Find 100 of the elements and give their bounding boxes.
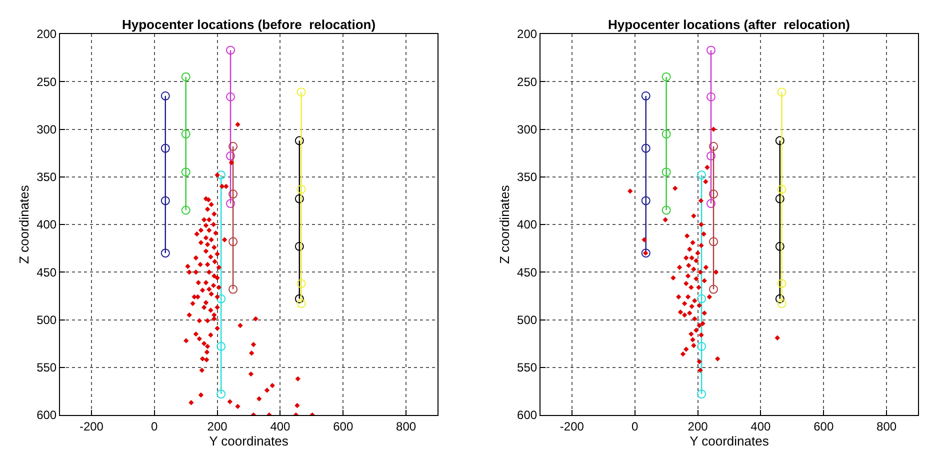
point <box>697 170 706 180</box>
x-tick-label: 0 <box>632 419 639 434</box>
point <box>713 270 719 275</box>
point <box>684 280 689 286</box>
point <box>628 188 633 194</box>
y-tick-label: 600 <box>36 408 57 422</box>
point <box>774 335 780 340</box>
point <box>296 299 306 308</box>
point <box>697 294 706 304</box>
point <box>181 168 190 177</box>
y-tick-label: 400 <box>517 218 538 232</box>
point <box>642 237 647 242</box>
point <box>684 233 690 239</box>
point <box>226 92 236 102</box>
x-tick-label: 800 <box>876 419 897 434</box>
point <box>216 170 226 180</box>
point <box>696 359 702 364</box>
point <box>672 186 678 191</box>
point <box>709 237 718 246</box>
point <box>694 258 699 264</box>
point <box>678 310 684 315</box>
x-tick-label: 400 <box>750 419 772 434</box>
point <box>689 255 694 260</box>
point <box>696 322 702 328</box>
point <box>662 206 671 215</box>
point <box>641 196 650 206</box>
point <box>688 284 694 290</box>
point <box>687 246 692 252</box>
point <box>685 294 691 300</box>
x-tick-label: -200 <box>560 419 584 434</box>
point <box>697 390 706 399</box>
x-tick-label: 200 <box>688 419 708 434</box>
y-tick-label: 450 <box>36 265 57 280</box>
point <box>294 136 304 146</box>
x-tick-label: -200 <box>79 419 104 434</box>
point <box>296 184 306 194</box>
point <box>216 294 226 304</box>
point <box>662 72 671 82</box>
y-tick-label: 200 <box>36 27 57 42</box>
point <box>296 88 306 97</box>
y-tick-label: 400 <box>36 218 57 232</box>
y-tick-label: 450 <box>517 265 538 280</box>
point <box>695 250 700 256</box>
y-tick-label: 300 <box>517 122 538 136</box>
point <box>216 390 226 399</box>
chart-title: Hypocenter locations (before relocation) <box>122 17 376 32</box>
point <box>294 294 304 304</box>
point <box>216 342 226 351</box>
point <box>775 242 784 251</box>
x-axis-title: Y coordinates <box>209 433 289 448</box>
point <box>662 217 668 222</box>
point <box>641 144 650 153</box>
point <box>702 310 707 316</box>
point <box>691 266 696 272</box>
point <box>160 248 170 258</box>
y-tick-label: 350 <box>517 170 538 184</box>
point <box>685 273 691 279</box>
y-tick-label: 500 <box>517 312 538 327</box>
point <box>698 198 704 204</box>
point <box>709 142 718 151</box>
point <box>698 270 703 275</box>
point <box>696 302 702 308</box>
point <box>690 240 696 246</box>
y-tick-label: 250 <box>36 74 57 89</box>
point <box>775 136 784 146</box>
point <box>684 255 689 260</box>
point <box>777 279 786 288</box>
point <box>777 299 786 308</box>
point <box>715 356 720 362</box>
y-tick-label: 600 <box>517 408 538 422</box>
point <box>181 206 190 215</box>
point <box>698 222 704 228</box>
point <box>697 342 706 351</box>
x-tick-label: 600 <box>333 419 354 434</box>
point <box>688 331 694 337</box>
point <box>706 151 716 160</box>
point <box>692 298 698 304</box>
point <box>691 342 696 348</box>
point <box>706 92 716 102</box>
point <box>690 337 696 342</box>
x-tick-label: 400 <box>270 419 291 434</box>
point <box>684 346 689 352</box>
point <box>226 199 236 208</box>
point <box>701 231 706 237</box>
point <box>777 184 786 194</box>
point <box>676 264 682 270</box>
point <box>228 284 238 294</box>
point <box>228 237 238 246</box>
point <box>181 130 190 139</box>
point <box>686 262 692 268</box>
x-tick-label: 600 <box>814 419 834 434</box>
point <box>702 278 707 284</box>
point <box>694 276 699 282</box>
point <box>160 196 170 206</box>
x-axis-title: Y coordinates <box>690 433 770 448</box>
point <box>709 284 718 294</box>
y-tick-label: 350 <box>36 170 57 184</box>
point <box>706 46 716 55</box>
point <box>226 151 236 160</box>
point <box>706 199 716 208</box>
